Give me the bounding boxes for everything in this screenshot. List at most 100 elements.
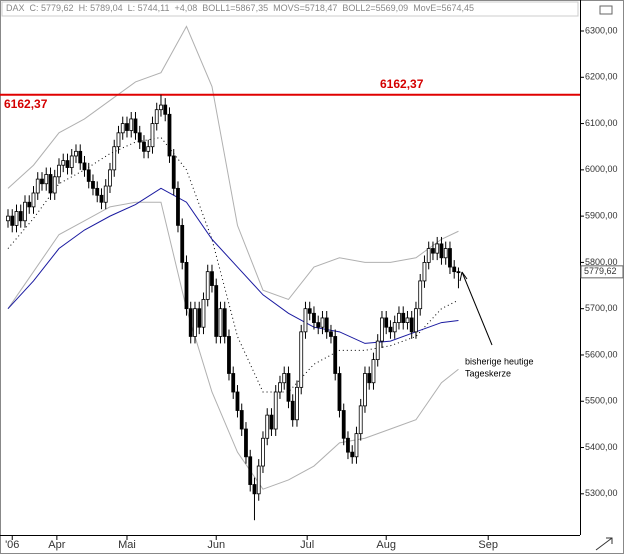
y-tick-label: 5400,00	[585, 442, 618, 452]
y-tick-label: 6100,00	[585, 118, 618, 128]
candle-body	[286, 373, 291, 402]
candle-body	[214, 285, 219, 337]
candle-body	[61, 160, 66, 166]
candle-body	[108, 169, 112, 187]
candle-body	[418, 280, 423, 310]
candle-body	[405, 317, 410, 323]
scroll-icon[interactable]	[595, 537, 613, 551]
candle-body	[244, 428, 248, 458]
candle-body	[307, 308, 312, 314]
window-icon[interactable]	[599, 5, 613, 15]
candle-body	[163, 104, 168, 115]
header-item: BOLL2=5569,09	[342, 3, 408, 13]
y-tick-label: 6300,00	[585, 25, 618, 35]
candle-body	[150, 123, 155, 148]
y-tick-label: 6200,00	[585, 72, 618, 82]
candle-body	[129, 118, 134, 131]
candle-body	[167, 113, 172, 157]
candle-body	[431, 248, 435, 254]
x-tick-label: Mai	[118, 539, 136, 551]
candle-body	[201, 299, 206, 328]
candle-body	[231, 373, 236, 393]
candle-body	[422, 262, 427, 282]
candle-body	[112, 146, 117, 171]
level-label: 6162,37	[380, 77, 424, 91]
annotation-text: bisherige heutige	[465, 356, 534, 366]
header: DAX C: 5779,62 H: 5789,04 L: 5744,11 +4,08 BO…	[6, 3, 474, 13]
candle-body	[95, 187, 100, 196]
y-tick-label: 6000,00	[585, 164, 618, 174]
candle-body	[86, 169, 91, 182]
candle-body	[154, 109, 159, 124]
candle-body	[261, 437, 265, 467]
candle-body	[380, 317, 384, 342]
annotation-text: Tageskerze	[465, 368, 511, 378]
candle-body	[23, 201, 27, 222]
candle-body	[320, 317, 325, 328]
y-tick-label: 5300,00	[585, 488, 618, 498]
candle-body	[218, 308, 223, 337]
candle-body	[176, 187, 180, 226]
candle-body	[40, 178, 44, 185]
candle-body	[435, 243, 440, 254]
candle-body	[6, 215, 10, 222]
candle-body	[137, 132, 142, 143]
candle-body	[324, 317, 329, 333]
candle-body	[443, 248, 448, 259]
candle-body	[125, 123, 129, 131]
indicator-line	[7, 201, 459, 490]
header-item: L: 5744,11	[128, 3, 170, 13]
x-tick-label: Aug	[376, 539, 396, 551]
candle-body	[290, 400, 295, 421]
candle-body	[65, 160, 70, 168]
candle-body	[414, 308, 418, 333]
candle-body	[358, 405, 363, 435]
candle-body	[269, 414, 274, 430]
candle-body	[329, 331, 333, 337]
candle-body	[99, 194, 104, 203]
candle-body	[48, 174, 53, 194]
y-tick-label: 5600,00	[585, 349, 618, 359]
candle-body	[392, 322, 397, 333]
last-price-box	[580, 265, 624, 279]
header-item: C: 5779,62	[30, 3, 74, 13]
header-box	[1, 1, 579, 17]
x-tick-label: Sep	[478, 539, 498, 551]
candle-body	[159, 104, 163, 111]
candle-body	[278, 382, 282, 393]
x-tick-label: '06	[5, 539, 19, 551]
candle-body	[116, 132, 121, 148]
candle-body	[256, 465, 261, 495]
candle-body	[69, 155, 74, 168]
candle-body	[316, 322, 321, 328]
x-tick-label: Jul	[300, 539, 314, 551]
candle-body	[171, 155, 176, 189]
indicator-line	[7, 187, 459, 344]
last-price-label: 5779,62	[584, 266, 617, 276]
indicator-line	[7, 25, 459, 301]
candle-body	[74, 150, 78, 157]
y-tick-label: 5900,00	[585, 211, 618, 221]
candle-body	[103, 185, 108, 203]
candle-body	[448, 248, 452, 268]
candle-body	[265, 414, 270, 439]
candle-body	[282, 373, 287, 384]
candle-body	[388, 326, 393, 333]
candle-body	[146, 146, 151, 152]
candle-body	[354, 433, 359, 458]
indicator-line	[7, 136, 459, 393]
candle-body	[27, 201, 32, 208]
candle-body	[303, 308, 308, 333]
candle-body	[91, 181, 95, 189]
candle-body	[239, 410, 244, 430]
candle-body	[133, 118, 138, 134]
candle-body	[10, 215, 15, 226]
annotation-arrowhead	[459, 271, 468, 282]
candle-body	[452, 266, 457, 273]
candle-body	[193, 308, 197, 337]
candle-body	[180, 224, 185, 263]
candle-body	[337, 373, 342, 411]
candle-body	[52, 176, 57, 194]
